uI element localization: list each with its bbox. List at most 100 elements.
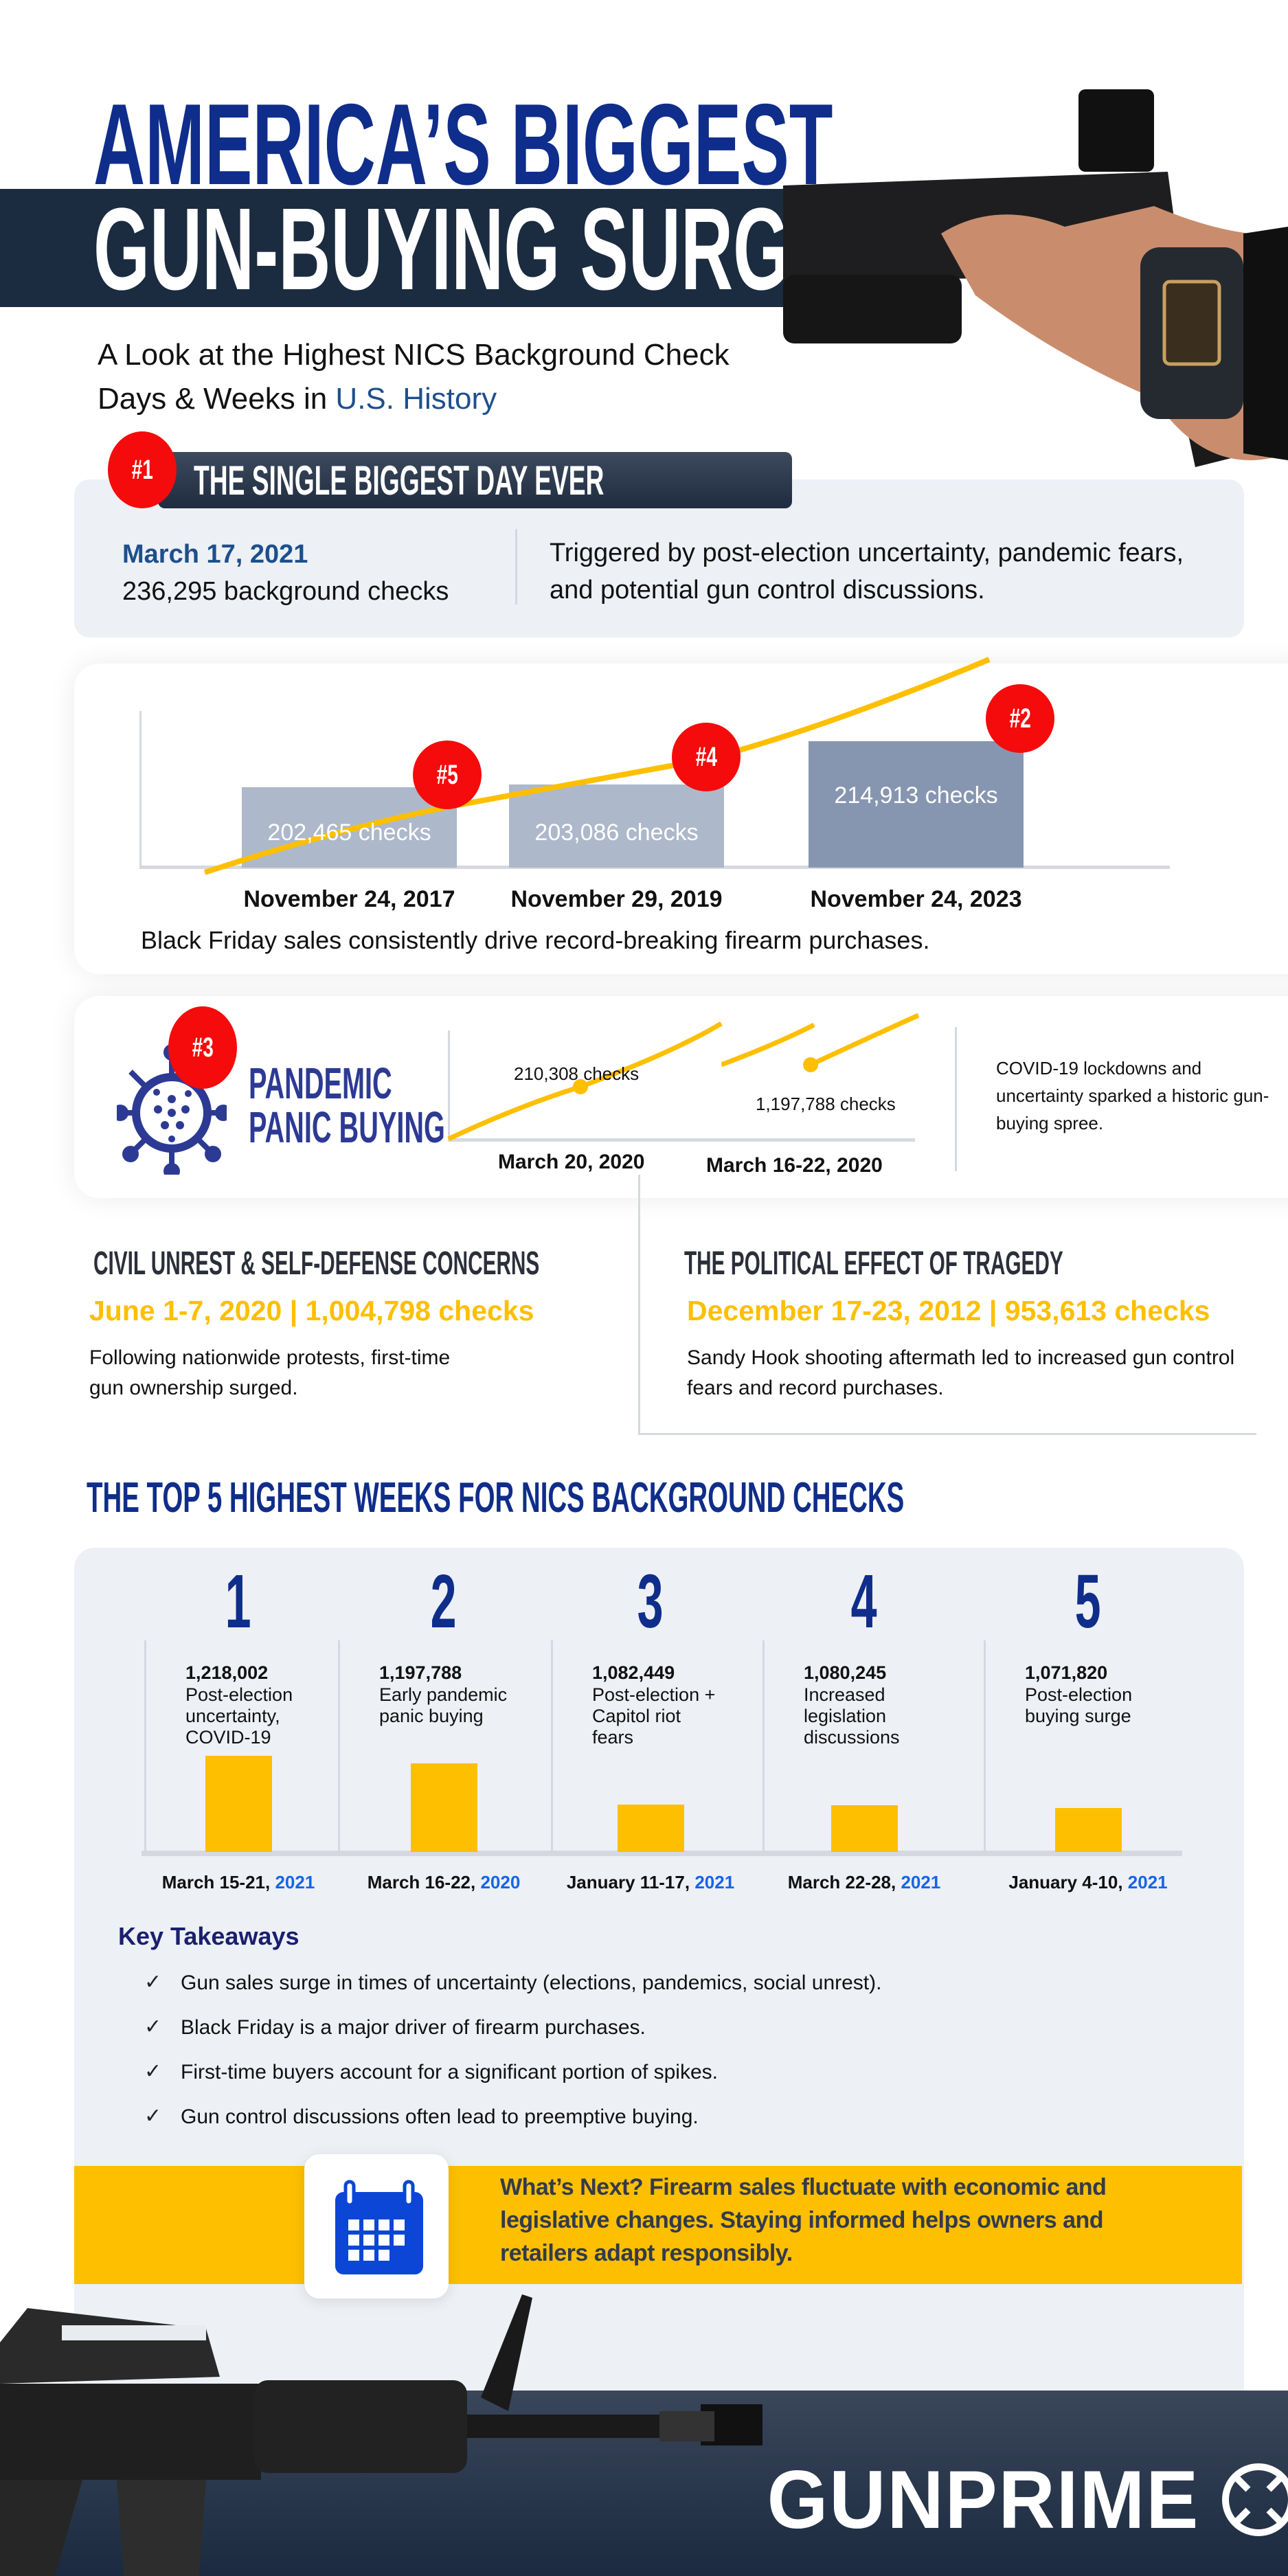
pandemic-title: PANDEMIC PANIC BUYING	[249, 1061, 565, 1149]
rank-number-text: 5	[1075, 1559, 1101, 1644]
calendar-icon	[335, 2180, 423, 2274]
week-date: January 11-17, 2021	[547, 1872, 754, 1893]
calendar-icon-tile	[304, 2154, 449, 2298]
takeaway-item: Gun control discussions often lead to pr…	[181, 2105, 699, 2128]
pandemic-title-line1: PANDEMIC	[249, 1059, 392, 1108]
takeaways-heading: Key Takeaways	[118, 1922, 300, 1950]
takeaway-item: Black Friday is a major driver of firear…	[181, 2016, 646, 2039]
week-value: 1,197,788	[379, 1662, 462, 1683]
week-date-text: January 11-17,	[566, 1872, 695, 1893]
rank-badge-3: #3	[168, 1006, 237, 1089]
week-reason: Post-election buying surge	[1025, 1684, 1133, 1726]
week-reason: Early pandemic panic buying	[379, 1684, 508, 1726]
divider	[955, 1027, 957, 1171]
page-title-line1: AMERICA’S BIGGEST	[93, 80, 1286, 209]
title-band	[0, 189, 811, 307]
biggest-day-checks: 236,295 background checks	[122, 577, 449, 606]
pandemic-point-1	[573, 1079, 588, 1094]
check-icon: ✓	[144, 1971, 162, 1993]
week-reason: Post-election uncertainty, COVID-19	[185, 1684, 293, 1748]
check-icon: ✓	[144, 2105, 162, 2127]
biggest-day-heading: THE SINGLE BIGGEST DAY EVER	[194, 457, 605, 504]
top5-x-axis	[142, 1851, 1182, 1856]
rank-number-text: 1	[225, 1559, 251, 1644]
rank-number: 5	[1019, 1561, 1157, 1643]
bar-label: 202,465 checks	[267, 820, 431, 846]
pandemic-curve-tail	[721, 1022, 815, 1067]
divider	[515, 529, 517, 605]
civil-unrest-heading: CIVIL UNREST & SELF-DEFENSE CONCERNS	[93, 1245, 540, 1282]
tragedy-description: Sandy Hook shooting aftermath led to inc…	[687, 1346, 1235, 1399]
column-divider	[338, 1640, 340, 1852]
civil-unrest-description: Following nationwide protests, first-tim…	[89, 1346, 451, 1399]
takeaway-item: Gun sales surge in times of uncertainty …	[181, 1971, 882, 1994]
week-reason: Post-election + Capitol riot fears	[592, 1684, 716, 1748]
pandemic-title-line2: PANIC BUYING	[249, 1103, 445, 1152]
divider	[638, 1433, 1256, 1435]
rank-badge: #4	[672, 723, 741, 791]
rank-badge-1: #1	[108, 431, 177, 508]
week-reason: Increased legislation discussions	[804, 1684, 900, 1748]
pandemic-description: COVID-19 lockdowns and uncertainty spark…	[996, 1058, 1269, 1133]
divider	[638, 1175, 640, 1434]
biggest-day-heading-bar: THE SINGLE BIGGEST DAY EVER	[158, 452, 792, 508]
rank-number-text: 3	[637, 1559, 664, 1644]
bar-category: November 24, 2017	[243, 886, 455, 912]
pandemic-chart-y-axis	[448, 1030, 450, 1140]
week-value: 1,082,449	[592, 1662, 675, 1683]
rank-badge: #5	[413, 741, 482, 809]
black-friday-caption: Black Friday sales consistently drive re…	[141, 926, 930, 954]
week-date: March 16-22, 2020	[341, 1872, 547, 1893]
subtitle: A Look at the Highest NICS Background Ch…	[98, 333, 730, 421]
bar-label: 203,086 checks	[534, 820, 699, 846]
rank-number: 2	[375, 1561, 512, 1643]
takeaway-item: First-time buyers account for a signific…	[181, 2061, 718, 2083]
check-icon: ✓	[144, 2015, 162, 2038]
week-bar-3	[618, 1805, 684, 1852]
title-text-2: GUN-BUYING SURGES	[93, 184, 886, 315]
page-title-line2: GUN-BUYING SURGES	[93, 184, 1288, 315]
column-divider	[144, 1640, 146, 1852]
week-value: 1,080,245	[804, 1662, 887, 1683]
subtitle-line2: Days & Weeks in	[98, 382, 336, 416]
bar-category: November 29, 2019	[510, 886, 723, 912]
pandemic-curve-upper-visible	[809, 1013, 920, 1067]
whats-next-text: What’s Next? Firearm sales fluctuate wit…	[500, 2174, 1107, 2266]
week-year: 2021	[694, 1872, 735, 1893]
bar-label: 214,913 checks	[834, 782, 998, 809]
rifle-photo	[0, 2294, 762, 2576]
title-text-1: AMERICA’S BIGGEST	[93, 80, 833, 209]
pandemic-chart-x-axis	[448, 1138, 915, 1142]
pandemic-card	[74, 996, 1288, 1198]
top5-panel	[74, 1548, 1244, 2441]
week-date-text: March 22-28,	[787, 1872, 901, 1893]
rank-badge: #2	[986, 684, 1054, 753]
week-date-text: January 4-10,	[1008, 1872, 1128, 1893]
civil-unrest-stat: June 1-7, 2020 | 1,004,798 checks	[89, 1295, 534, 1326]
week-year: 2021	[1127, 1872, 1168, 1893]
rank-number-text: 4	[851, 1559, 877, 1644]
week-year: 2021	[901, 1872, 941, 1893]
pandemic-label-2: 1,197,788 checks	[756, 1094, 896, 1114]
week-bar-2	[411, 1763, 477, 1852]
pandemic-date-2: March 16-22, 2020	[706, 1154, 883, 1177]
check-icon: ✓	[144, 2060, 162, 2083]
week-value: 1,218,002	[185, 1662, 269, 1683]
handgun-photo	[783, 89, 1288, 467]
week-date: March 22-28, 2021	[761, 1872, 967, 1893]
bar-3	[809, 741, 1024, 868]
week-value: 1,071,820	[1025, 1662, 1108, 1683]
pandemic-date-1: March 20, 2020	[498, 1151, 645, 1173]
pandemic-label-1: 210,308 checks	[514, 1063, 640, 1084]
tragedy-stat: December 17-23, 2012 | 953,613 checks	[687, 1295, 1210, 1326]
column-divider	[984, 1640, 986, 1852]
subtitle-highlight: U.S. History	[335, 382, 497, 416]
logo-text: GUNPRIME	[767, 2454, 1200, 2546]
rank-number: 3	[582, 1561, 719, 1643]
rank-number: 4	[795, 1561, 933, 1643]
bar-2	[509, 784, 724, 868]
column-divider	[551, 1640, 553, 1852]
crosshair-logo-icon	[1221, 2463, 1288, 2536]
week-date: January 4-10, 2021	[985, 1872, 1191, 1893]
week-date: March 15-21, 2021	[135, 1872, 341, 1893]
